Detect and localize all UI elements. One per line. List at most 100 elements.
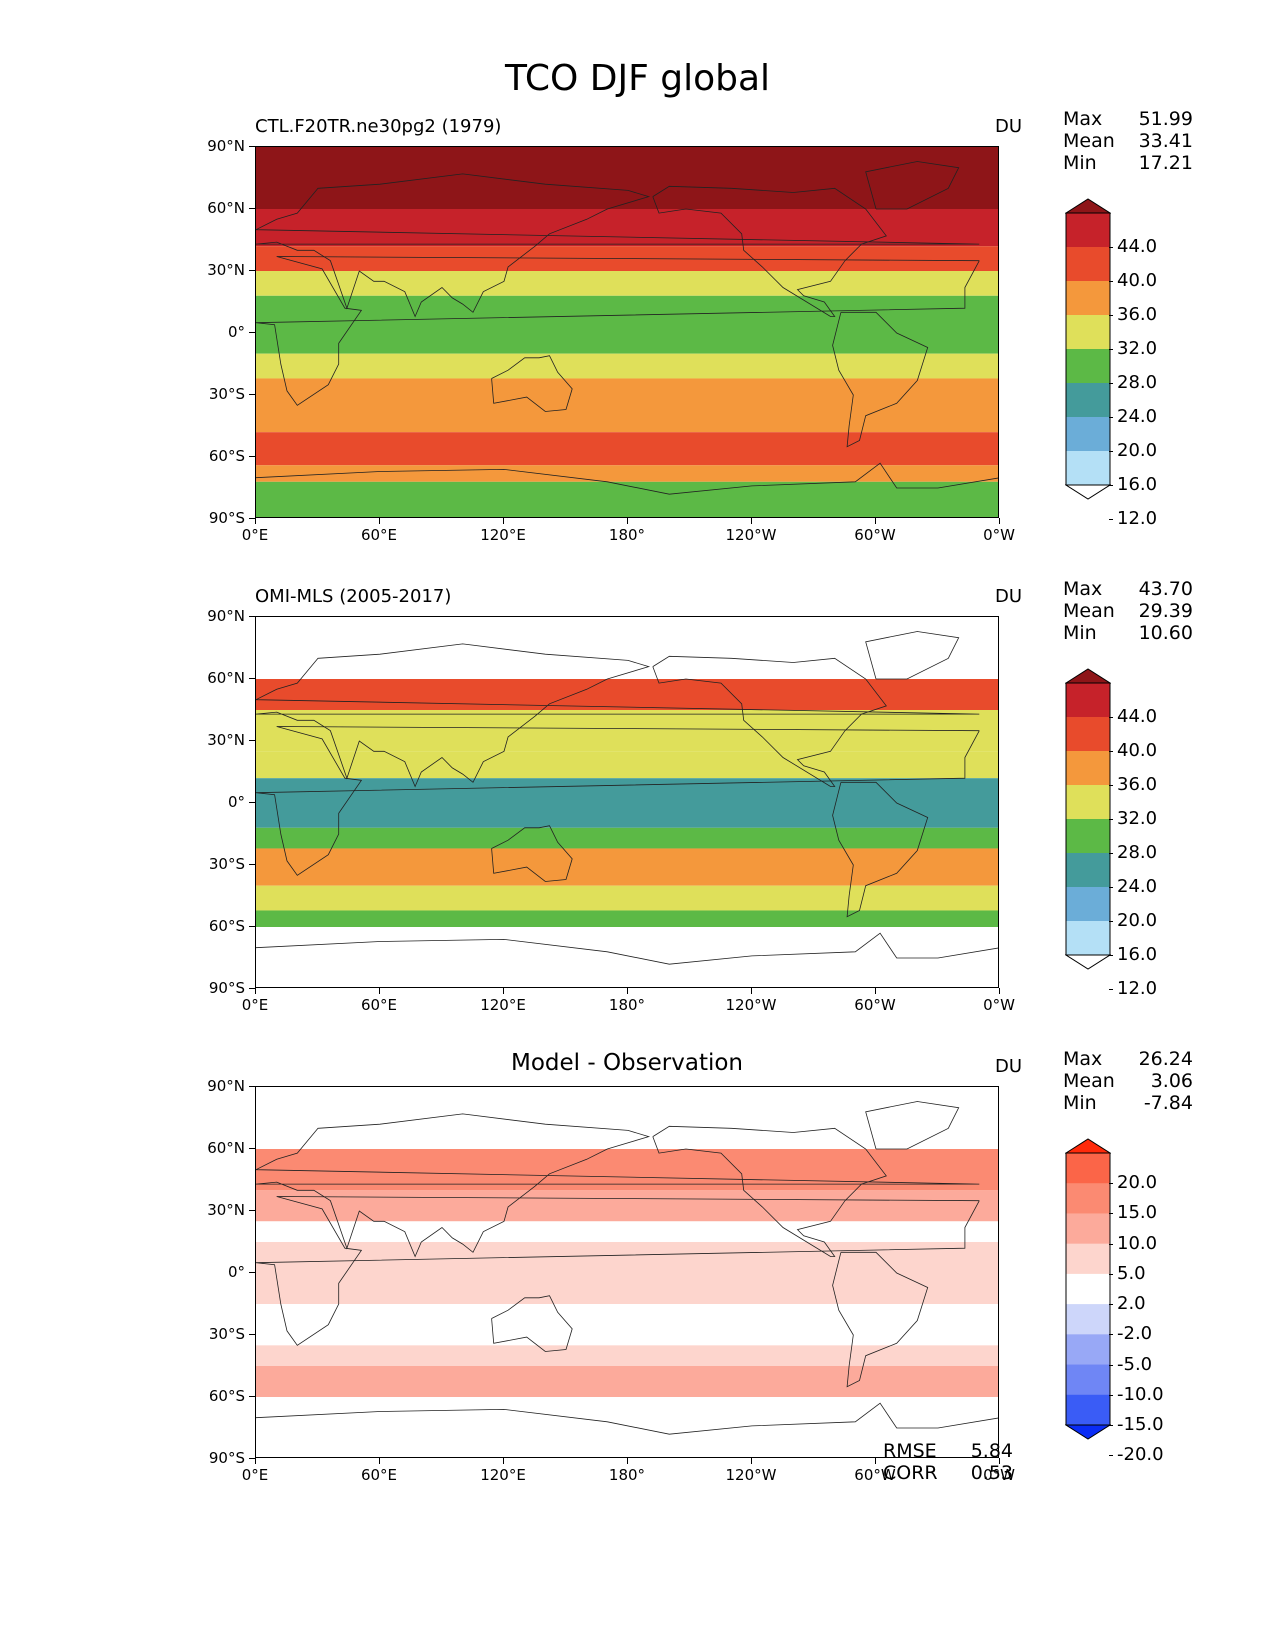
x-tick-label: 120°E (480, 1466, 526, 1484)
y-tick (249, 518, 255, 519)
colorbar-tick (1109, 853, 1113, 854)
value-band-3 (256, 778, 998, 828)
colorbar-segment (1066, 1334, 1110, 1366)
y-tick-label: 60°S (208, 1387, 245, 1405)
y-tick-label: 30°S (208, 1325, 245, 1343)
y-tick-label: 30°N (207, 731, 245, 749)
colorbar-tick-label: -5.0 (1117, 1353, 1153, 1375)
value-band-9 (256, 481, 998, 517)
rmse-label: RMSE (883, 1440, 937, 1462)
stat-label: Min (1063, 622, 1097, 644)
y-tick-label: 90°S (208, 509, 245, 527)
colorbar-extend-min (1065, 954, 1111, 970)
colorbar-segment (1066, 921, 1110, 956)
x-tick-label: 120°W (725, 1466, 777, 1484)
colorbar-tick-label: 20.0 (1117, 440, 1158, 461)
x-tick (999, 988, 1000, 994)
colorbar-segment (1066, 1243, 1110, 1275)
coastline-4 (832, 1251, 929, 1388)
x-tick-label: 60°W (854, 526, 896, 544)
value-band-1 (256, 710, 998, 752)
colorbar-tick (1109, 751, 1113, 752)
colorbar-segment (1066, 1304, 1110, 1335)
rmse-value: 5.84 (970, 1440, 1013, 1462)
map-plot (255, 1086, 999, 1458)
colorbar-tick-label: -20.0 (1117, 1444, 1164, 1466)
stat-label: Mean (1063, 600, 1115, 622)
x-tick-label: 60°E (360, 526, 398, 544)
colorbar-segment (1066, 1364, 1110, 1396)
coastline-2 (491, 355, 573, 412)
x-tick (751, 1458, 752, 1464)
colorbar-tick-label: 32.0 (1117, 338, 1158, 359)
colorbar-tick (1109, 921, 1113, 922)
y-tick (249, 146, 255, 147)
panel-title: CTL.F20TR.ne30pg2 (1979) (255, 116, 502, 137)
colorbar-tick (1109, 1364, 1113, 1366)
colorbar-tick (1109, 887, 1113, 888)
value-band-5 (256, 848, 998, 886)
value-band-1 (256, 209, 998, 247)
stat-value: 10.60 (1138, 622, 1193, 644)
colorbar-graphic (1065, 1138, 1111, 1440)
colorbar-segment (1066, 683, 1110, 718)
colorbar-tick (1109, 247, 1113, 248)
x-tick (875, 988, 876, 994)
coastline-3 (652, 1125, 887, 1257)
colorbar-segment (1066, 1273, 1110, 1305)
coastline-4 (832, 781, 929, 918)
value-band-5 (256, 1324, 998, 1346)
x-tick (379, 1458, 380, 1464)
x-tick-label: 120°W (725, 996, 777, 1014)
value-band-4 (256, 295, 998, 354)
panel-unit: DU (994, 1056, 1022, 1077)
value-band-6 (256, 885, 998, 911)
value-band-7 (256, 1366, 998, 1397)
colorbar-segment (1066, 717, 1110, 752)
colorbar-segment (1066, 213, 1110, 248)
colorbar-tick-label: 44.0 (1117, 706, 1158, 727)
colorbar-extend-max (1065, 1138, 1111, 1154)
colorbar-tick (1109, 1425, 1113, 1426)
y-tick (249, 1272, 255, 1273)
stat-value: 51.99 (1138, 108, 1193, 130)
colorbar-tick-label: 24.0 (1117, 406, 1158, 427)
x-tick-label: 0°E (241, 1466, 269, 1484)
x-tick (999, 1458, 1000, 1464)
coastline-5 (865, 161, 960, 210)
panel-unit: DU (994, 586, 1022, 607)
y-tick (249, 1086, 255, 1087)
colorbar-tick (1109, 417, 1113, 418)
panel-model: CTL.F20TR.ne30pg2 (1979) DU 90°N 60°N 30°N… (180, 108, 1220, 566)
colorbar-tick-label: 32.0 (1117, 808, 1158, 829)
x-tick (751, 988, 752, 994)
coastline-6 (256, 932, 998, 965)
colorbar-segment (1066, 349, 1110, 384)
colorbar-segment (1066, 417, 1110, 452)
stat-label: Max (1063, 108, 1103, 130)
y-tick (249, 270, 255, 271)
y-tick (249, 456, 255, 457)
colorbar-tick (1109, 989, 1113, 990)
y-tick-label: 90°S (208, 1449, 245, 1467)
x-tick-label: 60°W (854, 1466, 896, 1484)
value-band-6 (256, 378, 998, 433)
colorbar-tick (1109, 819, 1113, 820)
colorbar-tick (1109, 1183, 1113, 1185)
y-tick-label: 30°N (207, 261, 245, 279)
x-tick-label: 0°E (241, 996, 269, 1014)
x-tick (875, 1458, 876, 1464)
stats-box: Max 26.24 Mean 3.06 Min -7.84 (1063, 1048, 1193, 1114)
panel-title: OMI-MLS (2005-2017) (255, 586, 452, 607)
coastline-0 (256, 1196, 980, 1346)
coastline-6 (256, 462, 998, 495)
stat-value: -7.84 (1143, 1092, 1193, 1114)
x-tick-label: 180° (608, 996, 646, 1014)
colorbar-segment (1066, 819, 1110, 854)
colorbar-tick (1109, 717, 1113, 718)
coastline-1 (256, 173, 980, 318)
colorbar-graphic (1065, 198, 1111, 500)
x-tick-label: 60°E (360, 1466, 398, 1484)
y-tick (249, 1334, 255, 1335)
stat-value: 33.41 (1138, 130, 1193, 152)
